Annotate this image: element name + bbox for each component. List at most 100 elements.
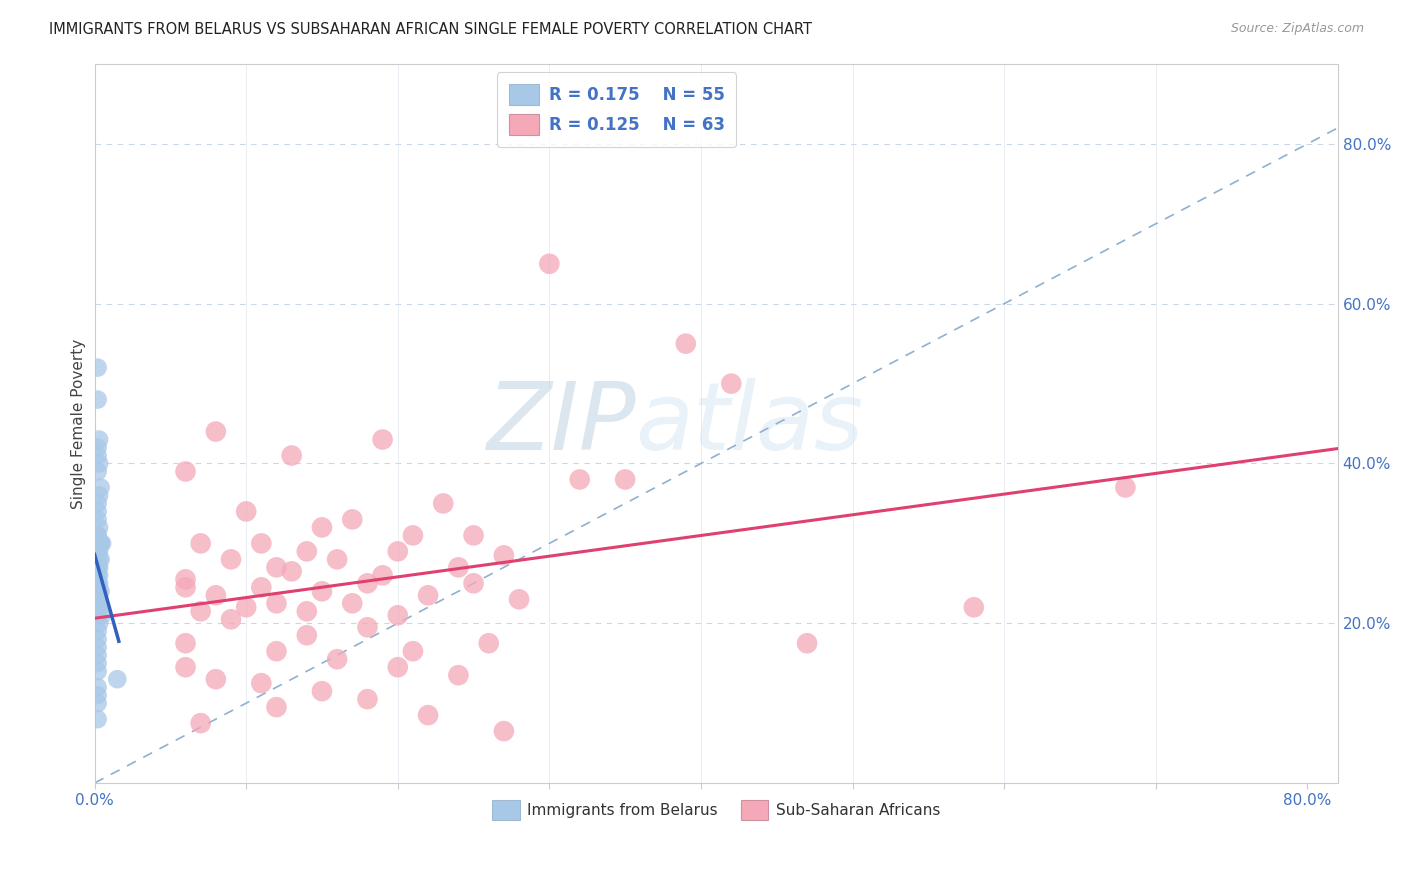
Point xyxy=(342,596,364,610)
Point xyxy=(963,600,986,615)
Point xyxy=(447,560,470,574)
Point xyxy=(371,568,394,582)
Point xyxy=(86,560,108,574)
Point xyxy=(356,692,378,706)
Point xyxy=(86,624,108,639)
Point xyxy=(538,257,561,271)
Point xyxy=(387,544,409,558)
Point xyxy=(174,572,197,586)
Point xyxy=(371,433,394,447)
Point xyxy=(508,592,530,607)
Point xyxy=(280,449,302,463)
Point xyxy=(250,536,273,550)
Point xyxy=(90,480,112,494)
Point xyxy=(720,376,742,391)
Point xyxy=(86,664,108,678)
Point xyxy=(295,628,318,642)
Point xyxy=(86,544,108,558)
Point xyxy=(280,565,302,579)
Text: atlas: atlas xyxy=(636,378,863,469)
Point xyxy=(174,636,197,650)
Point xyxy=(86,688,108,702)
Point xyxy=(796,636,818,650)
Point xyxy=(356,620,378,634)
Point xyxy=(87,592,110,607)
Point xyxy=(87,433,110,447)
Point xyxy=(86,496,108,510)
Point xyxy=(402,644,425,658)
Point xyxy=(87,536,110,550)
Point xyxy=(205,425,228,439)
Point xyxy=(190,536,212,550)
Point xyxy=(91,608,114,623)
Point xyxy=(311,584,333,599)
Point xyxy=(235,600,257,615)
Point xyxy=(86,576,108,591)
Point xyxy=(87,544,110,558)
Point xyxy=(568,473,591,487)
Point xyxy=(86,640,108,655)
Point xyxy=(86,712,108,726)
Point xyxy=(416,588,439,602)
Point xyxy=(86,648,108,663)
Point xyxy=(326,652,349,666)
Point xyxy=(311,520,333,534)
Point xyxy=(266,700,288,714)
Point xyxy=(311,684,333,698)
Point xyxy=(174,580,197,594)
Point xyxy=(90,552,112,566)
Point xyxy=(87,520,110,534)
Point xyxy=(86,392,108,407)
Point xyxy=(90,536,112,550)
Point xyxy=(86,600,108,615)
Point xyxy=(86,560,108,574)
Y-axis label: Single Female Poverty: Single Female Poverty xyxy=(72,338,86,508)
Point xyxy=(86,568,108,582)
Point xyxy=(205,588,228,602)
Point xyxy=(87,488,110,502)
Point xyxy=(387,608,409,623)
Point xyxy=(492,724,515,739)
Point xyxy=(492,549,515,563)
Point xyxy=(387,660,409,674)
Point xyxy=(447,668,470,682)
Point xyxy=(463,528,485,542)
Point xyxy=(87,568,110,582)
Point xyxy=(463,576,485,591)
Point xyxy=(105,672,128,686)
Point xyxy=(87,576,110,591)
Point xyxy=(174,465,197,479)
Point xyxy=(87,616,110,631)
Point xyxy=(250,580,273,594)
Point xyxy=(219,552,242,566)
Text: ZIP: ZIP xyxy=(485,378,636,469)
Legend: Immigrants from Belarus, Sub-Saharan Africans: Immigrants from Belarus, Sub-Saharan Afr… xyxy=(486,794,946,826)
Point xyxy=(614,473,637,487)
Point xyxy=(86,441,108,455)
Point xyxy=(91,536,114,550)
Point xyxy=(87,560,110,574)
Point xyxy=(86,576,108,591)
Text: Source: ZipAtlas.com: Source: ZipAtlas.com xyxy=(1230,22,1364,36)
Point xyxy=(432,496,454,510)
Point xyxy=(205,672,228,686)
Point xyxy=(87,584,110,599)
Point xyxy=(342,512,364,526)
Point xyxy=(86,465,108,479)
Point xyxy=(87,457,110,471)
Point xyxy=(266,560,288,574)
Point xyxy=(326,552,349,566)
Point xyxy=(86,576,108,591)
Point xyxy=(402,528,425,542)
Point xyxy=(1114,480,1136,494)
Point xyxy=(86,632,108,647)
Point xyxy=(86,584,108,599)
Point xyxy=(86,657,108,671)
Point xyxy=(266,596,288,610)
Point xyxy=(86,360,108,375)
Point xyxy=(478,636,501,650)
Point xyxy=(295,604,318,618)
Point xyxy=(86,512,108,526)
Point xyxy=(416,708,439,723)
Point xyxy=(87,552,110,566)
